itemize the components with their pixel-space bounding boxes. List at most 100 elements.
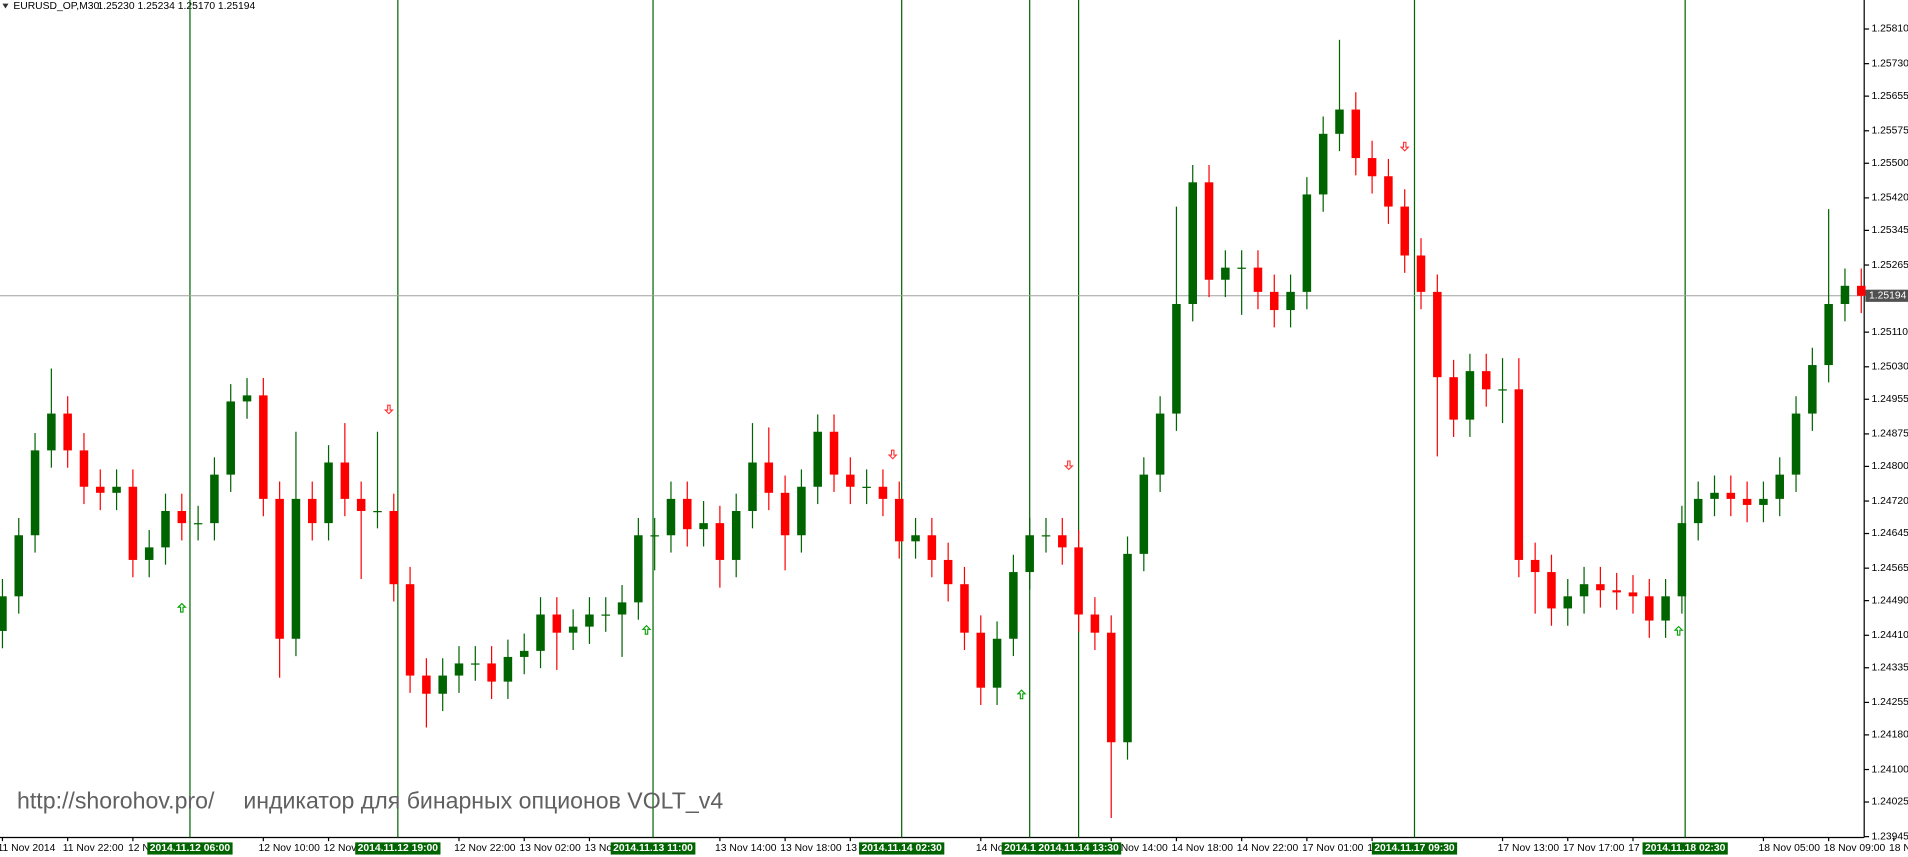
candle-body [503, 656, 513, 682]
candle-body [1433, 291, 1442, 378]
candle-body [14, 535, 24, 597]
candle-body [275, 498, 284, 639]
signal-arrow-up [1673, 625, 1684, 636]
signal-arrow-down [887, 449, 898, 460]
candle-body [585, 614, 594, 627]
candle-body [1677, 523, 1687, 597]
signal-arrow-up [176, 602, 187, 613]
vertical-line-label: 2014.11.14 [1004, 843, 1055, 854]
candle-body [1155, 413, 1165, 475]
candle-body [1791, 413, 1801, 475]
x-tick-label: 18 Nov 09:00 [1824, 843, 1886, 854]
x-tick-label: 12 Nov 22:00 [454, 843, 516, 854]
candle-body [617, 602, 627, 615]
candle-body [1188, 182, 1197, 305]
vertical-line-tag: 2014.11.12 19:00 [355, 842, 441, 855]
candle-body [1302, 194, 1312, 292]
y-tick-label: 1.25575 [1871, 126, 1908, 137]
candle-body [813, 431, 822, 487]
candle-body [878, 486, 888, 499]
x-tick-label: 17 Nov 17:00 [1563, 843, 1625, 854]
candle-body [1139, 474, 1149, 554]
candle-body [1596, 584, 1605, 591]
x-tick-label: 11 Nov 22:00 [63, 843, 124, 854]
x-tick-label: 18 Nov 05:00 [1759, 843, 1821, 854]
y-tick-label: 1.24025 [1871, 797, 1908, 808]
candle-body [601, 614, 611, 616]
chart-title: EURUSD_OP,M30 [13, 1, 99, 12]
candle-body [634, 535, 643, 603]
vertical-line-label: 2014.11.14 02:30 [861, 843, 942, 854]
candle-body [226, 401, 235, 475]
candle-body [177, 511, 187, 524]
candle-body [1058, 535, 1067, 548]
candle-body [960, 584, 969, 633]
candle-body [829, 431, 839, 475]
vertical-line-tag-box [1642, 842, 1728, 855]
vertical-line-label: 2014.11.12 06:00 [150, 843, 231, 854]
vertical-line-tag: 2014.11.12 06:00 [147, 842, 233, 855]
candle-body [1221, 267, 1230, 280]
x-tick-label: 17 Nov 13:00 [1498, 843, 1560, 854]
candle-body [112, 486, 121, 493]
candle-body [1400, 206, 1409, 256]
candle-body [1628, 592, 1638, 597]
candle-body [552, 614, 562, 633]
candle-body [1612, 590, 1621, 593]
signal-arrow-up [641, 624, 652, 635]
vertical-line-tag: 2014.11.13 11:00 [610, 842, 696, 855]
vertical-line-label: 2014.11.14 13:30 [1038, 843, 1119, 854]
candle-body [1481, 371, 1491, 390]
y-tick-label: 1.24255 [1871, 697, 1908, 708]
candle-body [683, 498, 692, 530]
candle-body [1514, 389, 1524, 560]
candle-body [1857, 285, 1866, 296]
candle-body [1172, 304, 1181, 414]
y-tick-label: 1.25345 [1871, 225, 1908, 236]
candle-body [373, 511, 382, 513]
candle-body [1710, 492, 1719, 499]
current-price-box [1865, 289, 1908, 302]
vertical-line-label: 2014.11.17 09:30 [1374, 843, 1455, 854]
y-tick-label: 1.24410 [1871, 630, 1908, 641]
candle-body [1041, 535, 1051, 537]
vertical-line-label: 2014.11.12 19:00 [358, 843, 439, 854]
candle-body [1547, 572, 1556, 609]
candle-body [650, 535, 659, 537]
candle-body [1742, 498, 1752, 505]
candle-body [1808, 365, 1817, 414]
vertical-line-label: 2014.11.18 02:30 [1645, 843, 1726, 854]
candle-body [927, 535, 937, 560]
y-tick-label: 1.24875 [1871, 429, 1908, 440]
candle-body [144, 547, 154, 560]
annotation: http://shorohov.pro/ [17, 787, 215, 813]
y-tick-label: 1.24565 [1871, 563, 1908, 574]
y-tick-label: 1.25500 [1871, 158, 1908, 169]
signal-arrow-down [1399, 141, 1410, 152]
candle-body [1384, 176, 1393, 207]
x-tick-label: 14 Nov 22:00 [1237, 843, 1299, 854]
vertical-lines [189, 0, 1686, 838]
candle-body [1416, 255, 1426, 292]
candle-body [210, 474, 219, 524]
candle-body [1661, 596, 1670, 621]
x-tick-label: 12 Nov 10:00 [258, 843, 320, 854]
candle-body [438, 675, 447, 694]
y-tick-label: 1.25810 [1871, 24, 1908, 35]
vertical-line-tag-box [1035, 842, 1122, 855]
y-tick-label: 1.25030 [1871, 362, 1908, 373]
vertical-line-tag-box [1371, 842, 1458, 855]
candle-body [47, 413, 56, 451]
candle-body [79, 450, 89, 487]
candle-body [1318, 133, 1328, 195]
candle-body [30, 450, 40, 536]
candle-body [405, 584, 415, 676]
y-tick-label: 1.25265 [1871, 260, 1908, 271]
candle-body [96, 486, 105, 493]
candle-body [976, 632, 986, 688]
current-price-label: 1.25194 [1869, 291, 1907, 302]
candle-body [1204, 182, 1214, 280]
